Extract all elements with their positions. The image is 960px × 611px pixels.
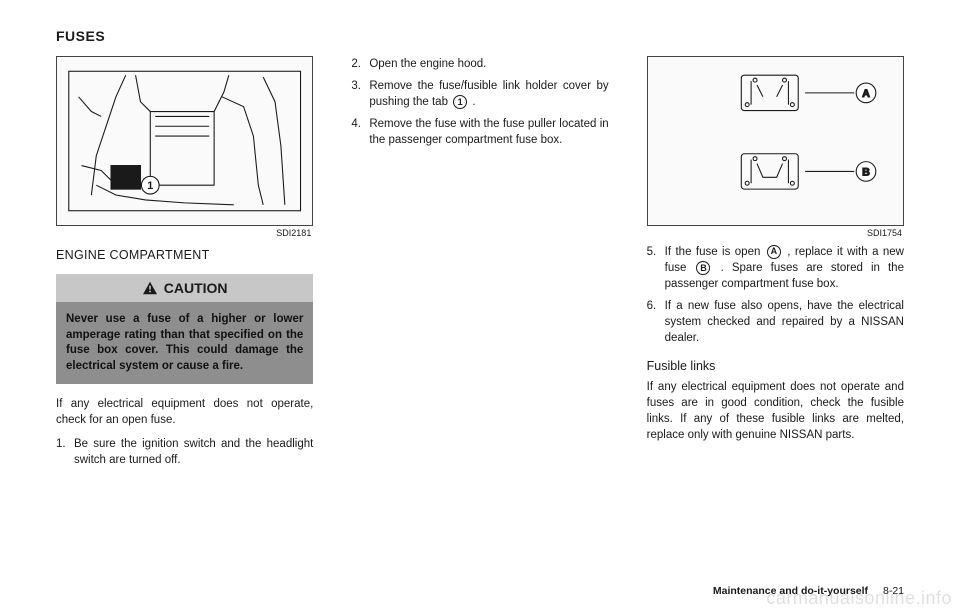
step-3: 3. Remove the fuse/fusible link holder c… (351, 78, 608, 110)
column-2: 2. Open the engine hood. 3. Remove the f… (351, 56, 608, 566)
step-1: 1. Be sure the ignition switch and the h… (56, 436, 313, 468)
step-4: 4. Remove the fuse with the fuse puller … (351, 116, 608, 148)
step-3-text-a: Remove the fuse/fusible link holder cove… (369, 80, 608, 108)
svg-text:B: B (862, 166, 870, 178)
column-1: 1 SDI2181 ENGINE COMPARTMENT CAUTION Nev… (56, 56, 313, 566)
circle-ref-a: A (767, 245, 781, 259)
paragraph-check-fuse: If any electrical equipment does not ope… (56, 396, 313, 428)
figure-code-2: SDI1754 (647, 228, 902, 238)
step-2-num: 2. (351, 56, 369, 72)
circle-ref-b: B (696, 261, 710, 275)
page-title: FUSES (56, 28, 904, 44)
step-6: 6. If a new fuse also opens, have the el… (647, 298, 904, 346)
figure-engine-compartment: 1 (56, 56, 313, 226)
step-6-num: 6. (647, 298, 665, 346)
step-2-text: Open the engine hood. (369, 56, 608, 72)
step-5-num: 5. (647, 244, 665, 292)
svg-text:1: 1 (147, 180, 153, 192)
fuse-illustration: A B (648, 57, 903, 225)
step-6-text: If a new fuse also opens, have the elect… (665, 298, 904, 346)
circle-ref-1: 1 (453, 95, 467, 109)
step-2: 2. Open the engine hood. (351, 56, 608, 72)
step-4-num: 4. (351, 116, 369, 148)
column-3: A B SDI1754 5. If (647, 56, 904, 566)
caution-label: CAUTION (164, 280, 228, 296)
step-5-text: If the fuse is open A , replace it with … (665, 244, 904, 292)
step-4-text: Remove the fuse with the fuse puller loc… (369, 116, 608, 148)
fusible-links-heading: Fusible links (647, 359, 904, 373)
step-3-text: Remove the fuse/fusible link holder cove… (369, 78, 608, 110)
engine-compartment-heading: ENGINE COMPARTMENT (56, 248, 313, 262)
svg-text:A: A (862, 88, 870, 100)
step-1-text: Be sure the ignition switch and the head… (74, 436, 313, 468)
content-columns: 1 SDI2181 ENGINE COMPARTMENT CAUTION Nev… (56, 56, 904, 566)
warning-icon (142, 281, 158, 295)
watermark: carmanualsonline.info (766, 588, 952, 609)
step-3-text-b: . (469, 96, 475, 108)
caution-box: CAUTION Never use a fuse of a higher or … (56, 274, 313, 384)
figure-code-1: SDI2181 (56, 228, 311, 238)
caution-header: CAUTION (56, 274, 313, 302)
caution-body-text: Never use a fuse of a higher or lower am… (56, 302, 313, 384)
fusible-links-paragraph: If any electrical equipment does not ope… (647, 379, 904, 443)
step-5: 5. If the fuse is open A , replace it wi… (647, 244, 904, 292)
step-5-text-a: If the fuse is open (665, 246, 765, 258)
step-1-num: 1. (56, 436, 74, 468)
engine-compartment-illustration: 1 (57, 57, 312, 225)
figure-fuses: A B (647, 56, 904, 226)
step-3-num: 3. (351, 78, 369, 110)
